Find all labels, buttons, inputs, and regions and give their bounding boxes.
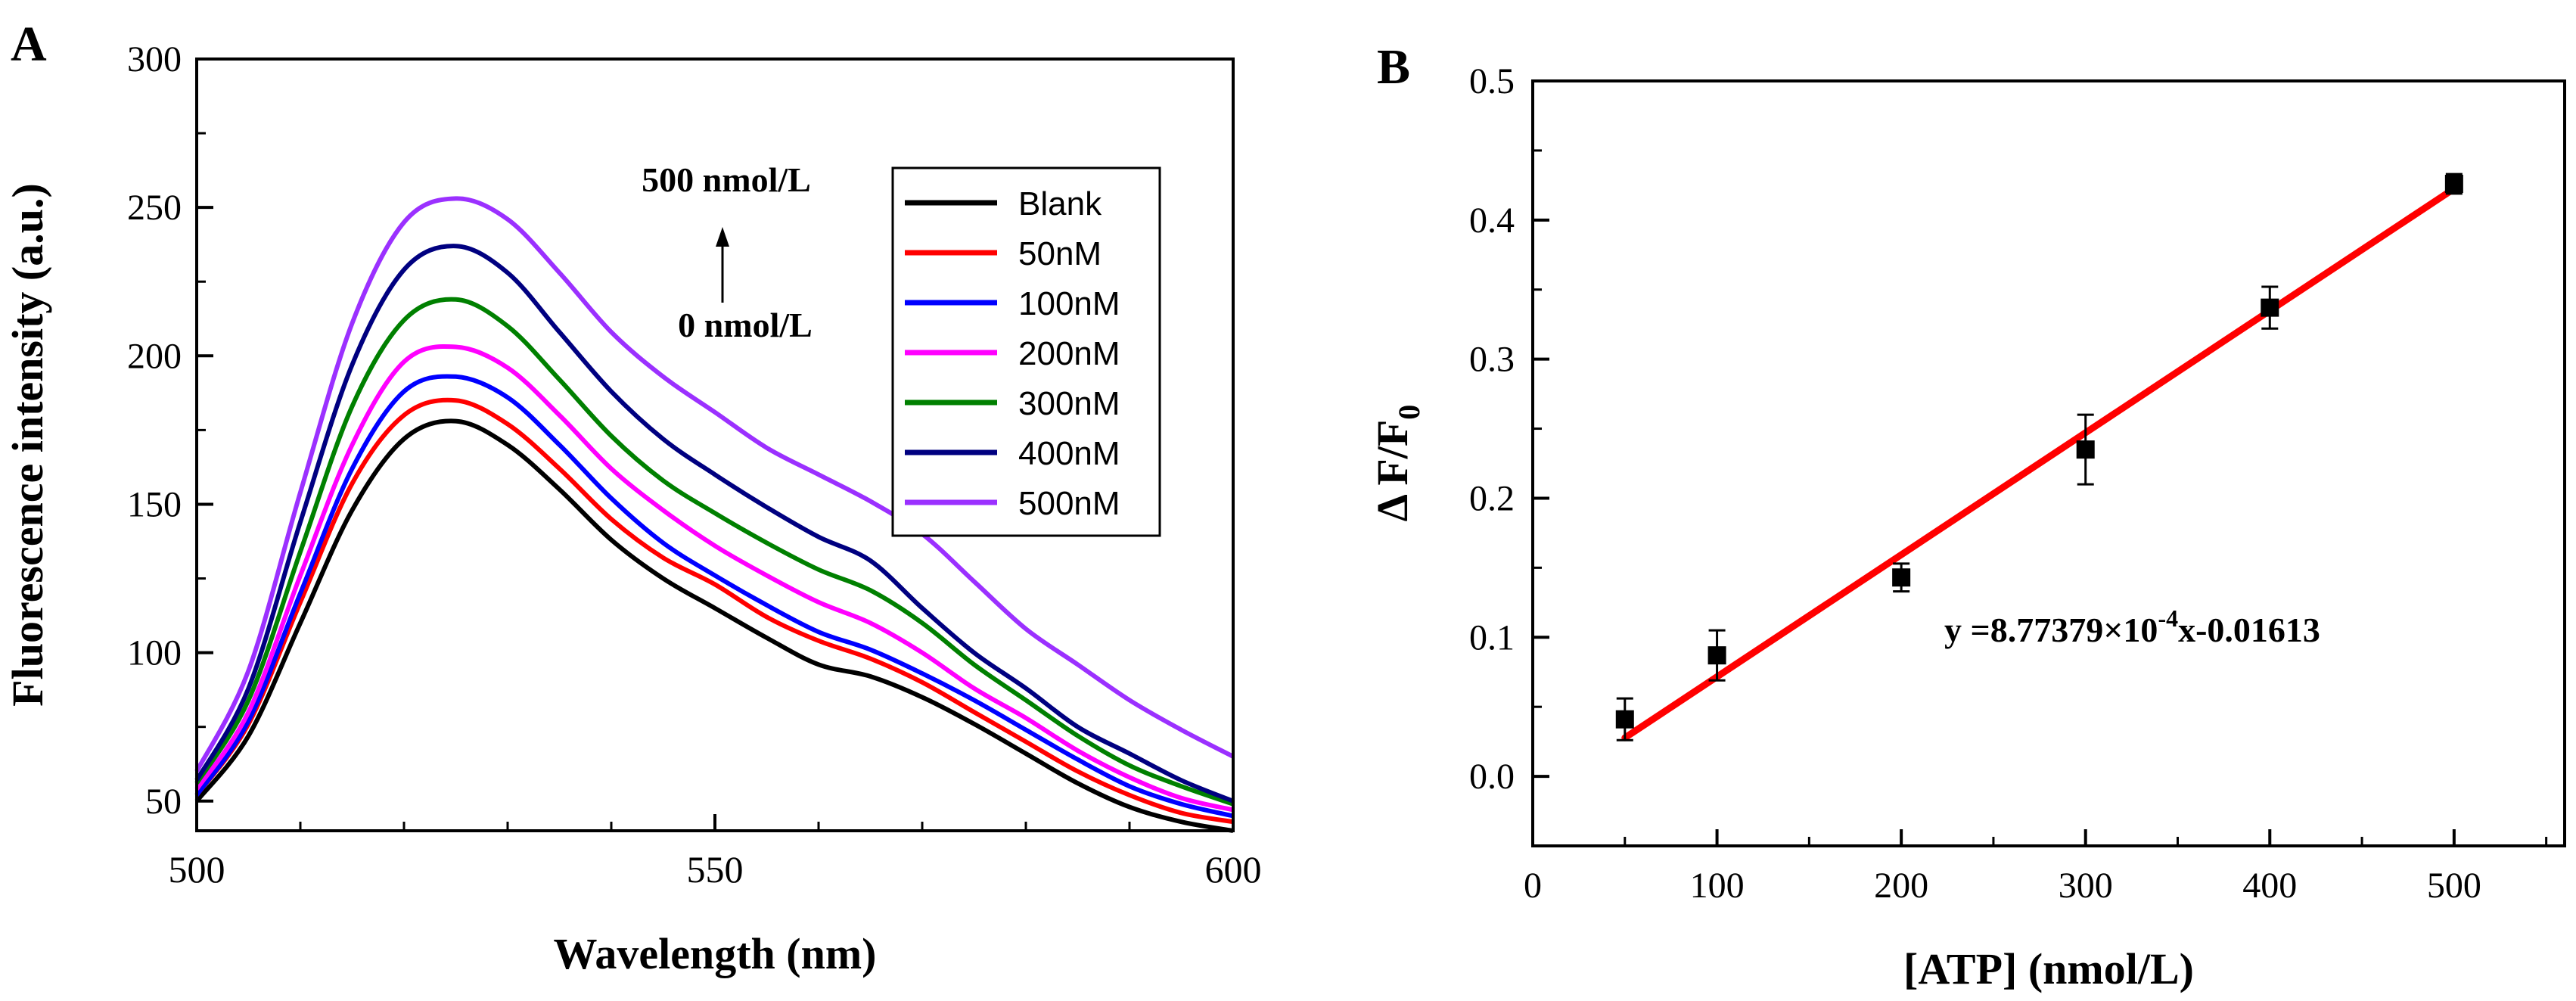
fit-equation-lhs: y =8.77379×10 (1944, 611, 2158, 649)
y-tick-label: 0.5 (1469, 61, 1515, 101)
y-tick-label: 100 (127, 633, 182, 673)
panel-a-y-axis-label: Fluorescence intensity (a.u.) (3, 183, 52, 707)
legend: Blank 50nM 100nM 200nM 300nM 400nM 500nM (905, 185, 1120, 522)
legend-label-100nm: 100nM (1018, 285, 1120, 322)
panel-b-ticks: 0 100 200 300 400 500 0.0 0.1 0.2 0.3 0.4 0.5 (1469, 61, 2548, 906)
x-tick-label: 200 (1874, 866, 1928, 906)
fit-equation: y =8.77379×10-4x-0.01613 (1944, 605, 2320, 649)
y-tick-label: 50 (145, 782, 182, 822)
y-tick-label: 250 (127, 188, 182, 228)
y-tick-label: 200 (127, 336, 182, 376)
x-tick-label: 100 (1690, 866, 1745, 906)
series-line-200nm (194, 344, 1234, 813)
series-line-50nm (194, 397, 1234, 825)
data-point (1892, 568, 1911, 587)
y-tick-label: 0.0 (1469, 757, 1515, 797)
panel-a-x-axis-label: Wavelength (nm) (554, 929, 877, 978)
legend-label-300nm: 300nM (1018, 385, 1120, 422)
x-tick-label: 550 (687, 848, 744, 891)
panel-b-y-axis-label-sub: 0 (1392, 405, 1426, 420)
x-tick-label: 500 (169, 848, 225, 891)
panel-b-points (1615, 173, 2463, 741)
data-point (2444, 175, 2463, 194)
data-point (2076, 440, 2095, 459)
x-tick-label: 500 (2427, 866, 2481, 906)
fit-equation-exponent: -4 (2158, 605, 2178, 632)
panel-a: A 500 550 600 50 100 150 200 250 300 Wavelength … (3, 17, 1262, 978)
series-line-500nm (194, 196, 1235, 773)
series-line-400nm (194, 244, 1235, 804)
y-tick-label: 150 (127, 484, 182, 524)
annotation-lower: 0 nmol/L (678, 306, 813, 344)
panel-b-y-axis-label-main: Δ F/F (1368, 420, 1417, 522)
legend-label-500nm: 500nM (1018, 485, 1120, 522)
legend-label-50nm: 50nM (1018, 235, 1102, 272)
legend-label-blank: Blank (1018, 185, 1102, 222)
panel-b: B 0 100 200 300 400 500 0.0 0.1 0.2 0.3 0.4 0.5 [AT… (1368, 39, 2566, 993)
fit-equation-rhs: x-0.01613 (2178, 611, 2320, 649)
series-line-100nm (194, 374, 1234, 819)
fit-line (1621, 185, 2458, 741)
panel-a-ticks: 500 550 600 50 100 150 200 250 300 (127, 39, 1262, 891)
y-tick-label: 0.1 (1469, 617, 1515, 657)
annotation-upper: 500 nmol/L (642, 160, 811, 199)
x-tick-label: 400 (2242, 866, 2297, 906)
data-point (1615, 710, 1634, 729)
legend-label-200nm: 200nM (1018, 335, 1120, 372)
panel-a-curves (194, 196, 1235, 833)
panel-b-plot-frame (1531, 79, 2566, 847)
y-tick-label: 0.3 (1469, 340, 1515, 380)
legend-label-400nm: 400nM (1018, 435, 1120, 472)
data-point (1707, 646, 1726, 665)
y-tick-label: 300 (127, 39, 182, 79)
panel-b-label: B (1377, 39, 1410, 95)
panel-b-y-axis-label: Δ F/F0 (1368, 405, 1426, 522)
panel-b-fit (1621, 185, 2458, 741)
panel-a-label: A (11, 17, 47, 72)
series-line-300nm (194, 297, 1234, 807)
series-line-blank (194, 418, 1234, 833)
data-point (2261, 298, 2279, 317)
x-tick-label: 0 (1524, 866, 1542, 906)
x-tick-label: 300 (2059, 866, 2113, 906)
y-tick-label: 0.2 (1469, 478, 1515, 518)
y-tick-label: 0.4 (1469, 201, 1515, 241)
annotation-arrow-head (716, 227, 729, 247)
panel-b-x-axis-label: [ATP] (nmol/L) (1903, 944, 2194, 993)
x-tick-label: 600 (1205, 848, 1262, 891)
